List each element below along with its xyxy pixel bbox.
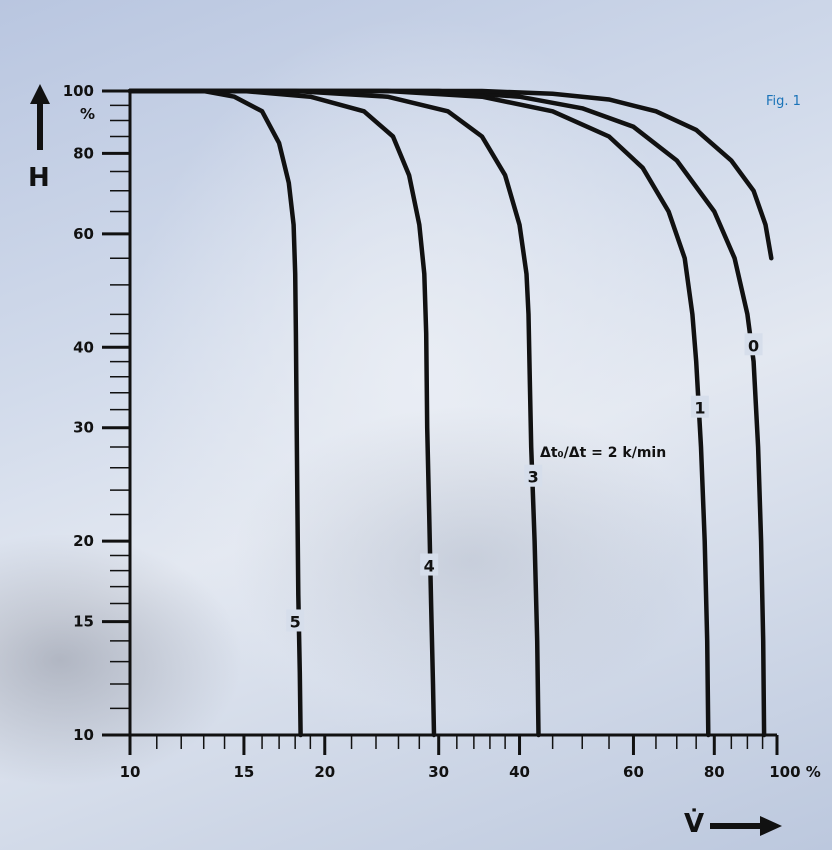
- chart-labels: 100% 80 60 40 30 20 15 10 10 15 20 30 40 60 80 100 % 0 1 3…: [63, 82, 821, 781]
- figure-label: Fig. 1: [766, 94, 801, 109]
- series-label-gap: [524, 464, 543, 487]
- y-tick-label: 15: [73, 613, 94, 631]
- series-line-4: [127, 88, 437, 738]
- series-line-top: [127, 88, 774, 261]
- y-tick-label: 20: [73, 532, 94, 550]
- series-label-gap: [690, 395, 709, 418]
- chart-axes: [102, 89, 779, 755]
- chart-annotation: Δt₀/Δt = 2 k/min: [540, 445, 666, 461]
- x-tick-label: 60: [623, 763, 644, 781]
- x-tick-label: 100 %: [769, 763, 821, 781]
- x-axis-name: V̇: [684, 807, 704, 839]
- y-tick-label: 80: [73, 144, 94, 162]
- series-label-0: 0: [748, 336, 759, 355]
- series-label-1: 1: [694, 399, 705, 418]
- series-label-5: 5: [290, 612, 301, 631]
- x-tick-label: 10: [120, 763, 141, 781]
- series-line-3: [127, 88, 541, 738]
- series-line-0: [127, 88, 767, 738]
- y-tick-label: 40: [73, 338, 94, 356]
- x-tick-label: 15: [233, 763, 254, 781]
- series-label-3: 3: [528, 468, 539, 487]
- x-tick-label: 40: [509, 763, 530, 781]
- y-tick-label: 100: [63, 82, 94, 100]
- series-label-4: 4: [424, 557, 435, 576]
- x-tick-label: 20: [314, 763, 335, 781]
- y-tick-label: 30: [73, 419, 94, 437]
- y-axis-name: H: [28, 163, 50, 193]
- y-tick-label: 60: [73, 225, 94, 243]
- y-axis-arrow: [30, 84, 50, 150]
- x-axis-arrow: [710, 816, 782, 836]
- x-tick-label: 80: [704, 763, 725, 781]
- y-tick-label: %: [80, 105, 95, 123]
- series-line-5: [127, 88, 303, 738]
- series-label-gap: [420, 553, 439, 576]
- y-tick-label: 10: [73, 726, 94, 744]
- series-line-1: [127, 88, 711, 738]
- series-label-gap: [744, 333, 763, 356]
- chart-curves: [127, 88, 774, 738]
- x-tick-label: 30: [428, 763, 449, 781]
- series-label-gap: [286, 609, 305, 632]
